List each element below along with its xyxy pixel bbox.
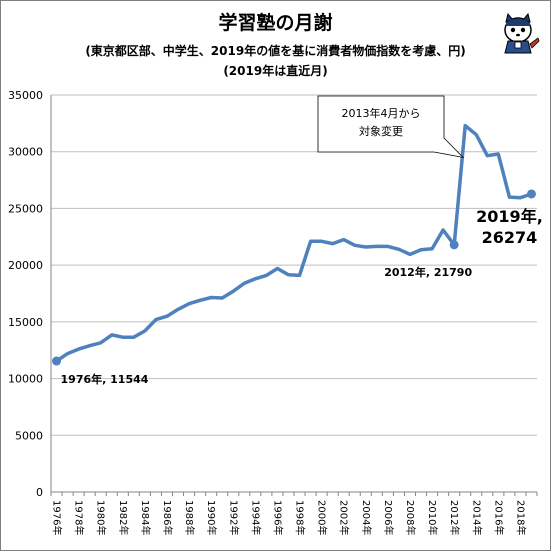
data-marker-1976 xyxy=(52,356,62,366)
x-tick-label-1982: 1982年 xyxy=(117,500,130,535)
mascot-character-icon xyxy=(504,12,540,54)
chart-subtitle: (東京都区部、中学生、2019年の値を基に消費者物価指数を考慮、円) xyxy=(85,44,466,58)
x-tick-label-1984: 1984年 xyxy=(139,500,152,535)
y-tick-label-35000: 35000 xyxy=(8,89,43,102)
x-tick-label-2004: 2004年 xyxy=(360,500,373,535)
x-tick-label-2002: 2002年 xyxy=(338,500,351,535)
chart-subtitle-note: (2019年は直近月) xyxy=(223,64,328,78)
x-tick-label-1988: 1988年 xyxy=(183,500,196,535)
y-tick-label-15000: 15000 xyxy=(8,316,43,329)
callout-line-1: 2013年4月から xyxy=(342,106,421,120)
x-tick-label-2014: 2014年 xyxy=(470,500,483,535)
x-tick-label-1976: 1976年 xyxy=(51,500,64,535)
x-tick-label-1992: 1992年 xyxy=(227,500,240,535)
y-tick-label-25000: 25000 xyxy=(8,202,43,215)
data-label-2019-line-1: 2019年, xyxy=(476,207,543,226)
y-tick-label-20000: 20000 xyxy=(8,259,43,272)
x-tick-label-2010: 2010年 xyxy=(426,500,439,535)
x-tick-labels: 1976年 1978年 1980年 1982年 1984年 1986年 1988年 1990年… xyxy=(51,500,528,535)
y-tick-label-5000: 5000 xyxy=(15,429,43,442)
data-label-2012: 2012年, 21790 xyxy=(384,265,472,279)
y-tick-label-0: 0 xyxy=(36,486,43,499)
axes xyxy=(50,95,538,496)
chart-title: 学習塾の月謝 xyxy=(218,12,333,34)
x-tick-label-1990: 1990年 xyxy=(205,500,218,535)
x-tick-label-1978: 1978年 xyxy=(73,500,86,535)
x-tick-label-2008: 2008年 xyxy=(404,500,417,535)
callout-box xyxy=(317,95,465,159)
x-tick-label-1998: 1998年 xyxy=(294,500,307,535)
series-line xyxy=(54,123,534,363)
data-label-1976: 1976年, 11544 xyxy=(61,372,149,386)
x-tick-label-2006: 2006年 xyxy=(382,500,395,535)
y-tick-label-10000: 10000 xyxy=(8,373,43,386)
callout-line-2: 対象変更 xyxy=(359,124,403,138)
y-tick-labels: 0 5000 10000 15000 20000 25000 30000 35000 xyxy=(8,89,43,499)
x-tick-label-1986: 1986年 xyxy=(161,500,174,535)
x-tick-label-2000: 2000年 xyxy=(316,500,329,535)
data-marker-2012 xyxy=(449,240,459,250)
x-tick-label-1980: 1980年 xyxy=(95,500,108,535)
y-tick-label-30000: 30000 xyxy=(8,146,43,159)
x-tick-label-1994: 1994年 xyxy=(249,500,262,535)
x-tick-label-2012: 2012年 xyxy=(448,500,461,535)
x-tick-label-1996: 1996年 xyxy=(271,500,284,535)
data-marker-2019 xyxy=(526,189,536,199)
x-tick-label-2016: 2016年 xyxy=(492,500,505,535)
x-tick-label-2018: 2018年 xyxy=(514,500,527,535)
data-markers xyxy=(52,189,536,366)
annotation-callout: 2013年4月から 対象変更 xyxy=(317,95,465,159)
data-label-2019-line-2: 26274 xyxy=(482,228,538,247)
grid-lines xyxy=(51,94,537,436)
